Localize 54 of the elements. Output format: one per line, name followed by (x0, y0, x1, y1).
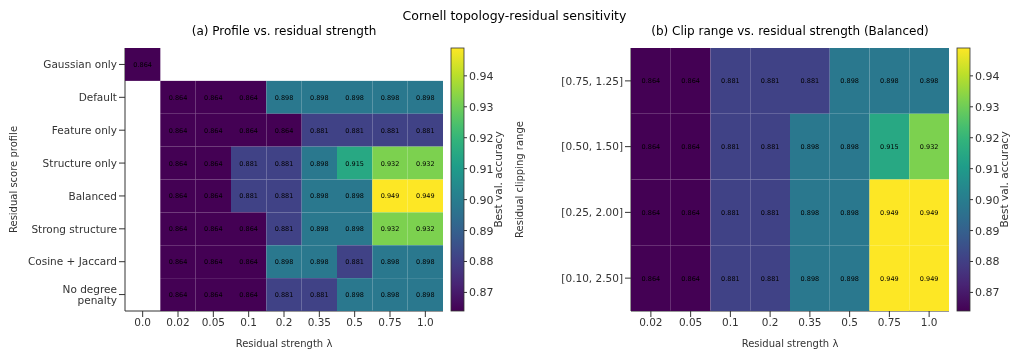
color-bar-label: 0.88 (975, 255, 1000, 269)
color-bar-title: Best val. accuracy (998, 131, 1010, 228)
y-tick-label: Strong structure (31, 222, 117, 235)
color-bar-label: 0.94 (975, 69, 1000, 83)
chart-title: (a) Profile vs. residual strength (190, 24, 378, 40)
x-tick-label: 0.02 (166, 316, 190, 329)
color-bar-label: 0.89 (469, 224, 494, 238)
y-tick-label: Balanced (68, 189, 117, 202)
x-axis-title: Residual strength λ (741, 338, 839, 349)
y-tick-label: [0.75, 1.25] (561, 74, 623, 87)
x-tick-label: 0.05 (201, 316, 226, 329)
x-tick-label: 0.2 (761, 316, 779, 329)
color-bar-label: 0.94 (469, 69, 494, 83)
color-bar-label: 0.92 (469, 131, 494, 145)
y-tick-label: [0.25, 2.00] (561, 206, 623, 219)
color-bar-title: Best val. accuracy (492, 131, 504, 228)
x-tick-label: 0.35 (798, 316, 822, 329)
y-tick-label: Cosine + Jaccard (27, 255, 117, 268)
x-tick-label: 0.05 (678, 316, 703, 329)
x-tick-label: 0.35 (307, 316, 332, 329)
x-tick-label: 0.5 (346, 316, 364, 329)
color-bar-label: 0.90 (469, 193, 494, 207)
color-bar-label: 0.87 (469, 286, 494, 300)
color-bar-label: 0.89 (975, 224, 1000, 238)
color-bar-label: 0.87 (975, 286, 1000, 300)
color-bar-label: 0.92 (975, 131, 1000, 145)
y-tick-label: [0.10, 2.50] (561, 271, 623, 284)
y-tick-label: Feature only (51, 123, 117, 136)
text: Cornell topology-residual sensitivity (401, 8, 628, 24)
x-axis-title: Residual strength λ (235, 338, 333, 349)
x-tick-label: 0.1 (722, 316, 739, 329)
x-tick-label: 0.75 (378, 316, 402, 329)
x-tick-label: 0.2 (275, 316, 293, 329)
color-bar-label: 0.90 (975, 193, 1000, 207)
color-bar-label: 0.91 (469, 162, 494, 176)
color-bar-label: 0.88 (469, 255, 494, 269)
y-tick-label: No degree penalty (62, 283, 117, 306)
y-axis-title: Residual clipping range (513, 121, 525, 238)
x-tick-label: 0.75 (877, 316, 902, 329)
y-tick-label: Structure only (42, 156, 117, 169)
y-tick-label: [0.50, 1.50] (561, 140, 623, 153)
y-axis-title: Residual score profile (7, 125, 19, 234)
x-tick-label: 0.5 (841, 316, 858, 329)
x-tick-label: 1.0 (416, 316, 434, 329)
color-bar-label: 0.93 (975, 100, 1000, 114)
x-tick-label: 1.0 (920, 316, 938, 329)
x-tick-label: 0.02 (639, 316, 663, 329)
chart-title: (b) Clip range vs. residual strength (Balanced) (650, 24, 930, 40)
color-bar-label: 0.91 (975, 162, 1000, 176)
x-tick-label: 0.0 (134, 316, 152, 329)
x-tick-label: 0.1 (240, 316, 258, 329)
color-bar-label: 0.93 (469, 100, 494, 114)
y-tick-label: Gaussian only (43, 58, 117, 71)
y-tick-label: Default (78, 91, 117, 104)
